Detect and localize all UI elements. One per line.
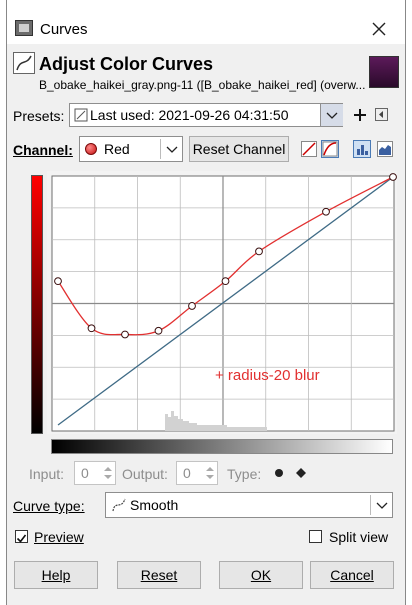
cancel-button[interactable]: Cancel bbox=[310, 561, 394, 589]
split-view-label[interactable]: Split view bbox=[329, 529, 389, 545]
checkmark-icon bbox=[16, 534, 27, 543]
smooth-point-icon[interactable] bbox=[274, 468, 284, 478]
dialog-title: Adjust Color Curves bbox=[39, 54, 214, 74]
log-mode-icon[interactable] bbox=[321, 140, 339, 158]
chevron-down-icon bbox=[166, 146, 178, 153]
graph-annotation: + radius-20 blur bbox=[215, 367, 320, 384]
reset-button[interactable]: Reset bbox=[117, 561, 201, 589]
presets-value: Last used: 2021-09-26 04:31:50 bbox=[90, 107, 289, 123]
preset-menu-icon[interactable] bbox=[375, 108, 388, 121]
control-point[interactable] bbox=[54, 277, 62, 286]
red-channel-icon bbox=[85, 143, 97, 155]
preset-icon bbox=[74, 108, 88, 122]
channel-label: Channel: bbox=[13, 142, 73, 158]
preview-checkbox[interactable] bbox=[15, 530, 28, 543]
output-label: Output: bbox=[122, 466, 168, 482]
smooth-curve-icon bbox=[112, 498, 126, 512]
graph-grid bbox=[52, 176, 394, 431]
histogram bbox=[165, 411, 267, 431]
reset-channel-button[interactable]: Reset Channel bbox=[189, 136, 289, 162]
input-gradient-bar bbox=[51, 439, 393, 454]
background-page-left bbox=[0, 0, 6, 605]
control-point[interactable] bbox=[389, 173, 397, 181]
corner-point-icon[interactable] bbox=[295, 467, 307, 479]
presets-dropdown-button[interactable] bbox=[320, 104, 343, 126]
curve-type-value: Smooth bbox=[130, 497, 179, 513]
channel-combo[interactable]: Red bbox=[79, 136, 183, 162]
input-label: Input: bbox=[29, 466, 65, 482]
dialog-subtitle: B_obake_haikei_gray.png-11 ([B_obake_hai… bbox=[39, 78, 366, 92]
add-preset-icon[interactable] bbox=[353, 108, 367, 122]
output-gradient-bar bbox=[31, 175, 43, 434]
preview-label[interactable]: Preview bbox=[34, 529, 84, 545]
log-histogram-icon[interactable] bbox=[377, 141, 393, 157]
image-thumbnail bbox=[369, 56, 399, 88]
chevron-down-icon bbox=[376, 502, 388, 509]
app-icon bbox=[15, 20, 33, 36]
help-button[interactable]: Help bbox=[14, 561, 98, 589]
curve-type-combo[interactable]: Smooth bbox=[105, 492, 393, 518]
window-title: Curves bbox=[40, 21, 88, 38]
identity-line bbox=[57, 176, 394, 426]
control-points[interactable] bbox=[54, 173, 397, 339]
presets-combo[interactable]: Last used: 2021-09-26 04:31:50 bbox=[69, 103, 343, 127]
split-view-checkbox[interactable] bbox=[309, 530, 322, 543]
control-point[interactable] bbox=[87, 324, 96, 333]
type-label: Type: bbox=[227, 466, 262, 482]
control-point[interactable] bbox=[221, 277, 230, 286]
spin-arrows-icon[interactable] bbox=[204, 463, 216, 483]
control-point[interactable] bbox=[154, 326, 163, 335]
ok-button[interactable]: OK bbox=[219, 561, 303, 589]
output-value: 0 bbox=[183, 465, 191, 481]
linear-mode-icon[interactable] bbox=[301, 141, 317, 157]
header-icon bbox=[13, 52, 35, 74]
control-point[interactable] bbox=[188, 302, 196, 310]
linear-histogram-icon[interactable] bbox=[353, 140, 371, 158]
title-bar: Curves bbox=[7, 0, 405, 44]
input-spinbox[interactable]: 0 bbox=[74, 461, 116, 485]
control-point[interactable] bbox=[322, 207, 330, 216]
control-point[interactable] bbox=[121, 330, 129, 339]
curves-dialog: Curves Adjust Color Curves B_obake_haike… bbox=[6, 0, 406, 605]
presets-label: Presets: bbox=[13, 108, 65, 124]
output-spinbox[interactable]: 0 bbox=[176, 461, 218, 485]
curve-type-label: Curve type: bbox=[13, 498, 85, 514]
spin-arrows-icon[interactable] bbox=[102, 463, 114, 483]
curves-graph[interactable]: + radius-20 blur bbox=[47, 171, 397, 434]
control-point[interactable] bbox=[255, 247, 263, 256]
channel-value: Red bbox=[104, 141, 130, 157]
close-icon[interactable] bbox=[371, 21, 387, 37]
input-value: 0 bbox=[81, 465, 89, 481]
chevron-down-icon bbox=[326, 112, 338, 119]
background-page-right bbox=[406, 0, 412, 605]
